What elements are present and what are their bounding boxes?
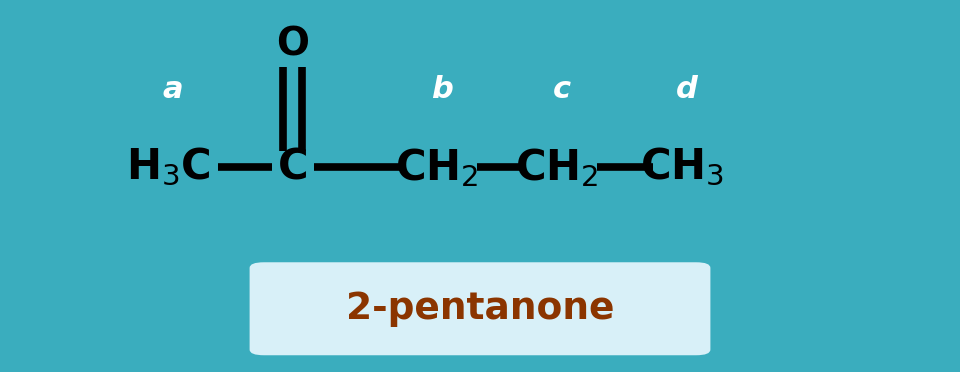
Text: H$_3$C: H$_3$C [126, 146, 210, 189]
Text: b: b [431, 75, 452, 104]
Text: C: C [277, 147, 308, 188]
Text: CH$_3$: CH$_3$ [639, 146, 724, 189]
Text: CH$_2$: CH$_2$ [516, 146, 598, 189]
Text: d: d [676, 75, 697, 104]
Text: 2-pentanone: 2-pentanone [346, 291, 614, 327]
Text: c: c [553, 75, 570, 104]
Text: O: O [276, 26, 309, 64]
Text: CH$_2$: CH$_2$ [396, 146, 478, 189]
FancyBboxPatch shape [250, 262, 710, 355]
Text: a: a [162, 75, 183, 104]
